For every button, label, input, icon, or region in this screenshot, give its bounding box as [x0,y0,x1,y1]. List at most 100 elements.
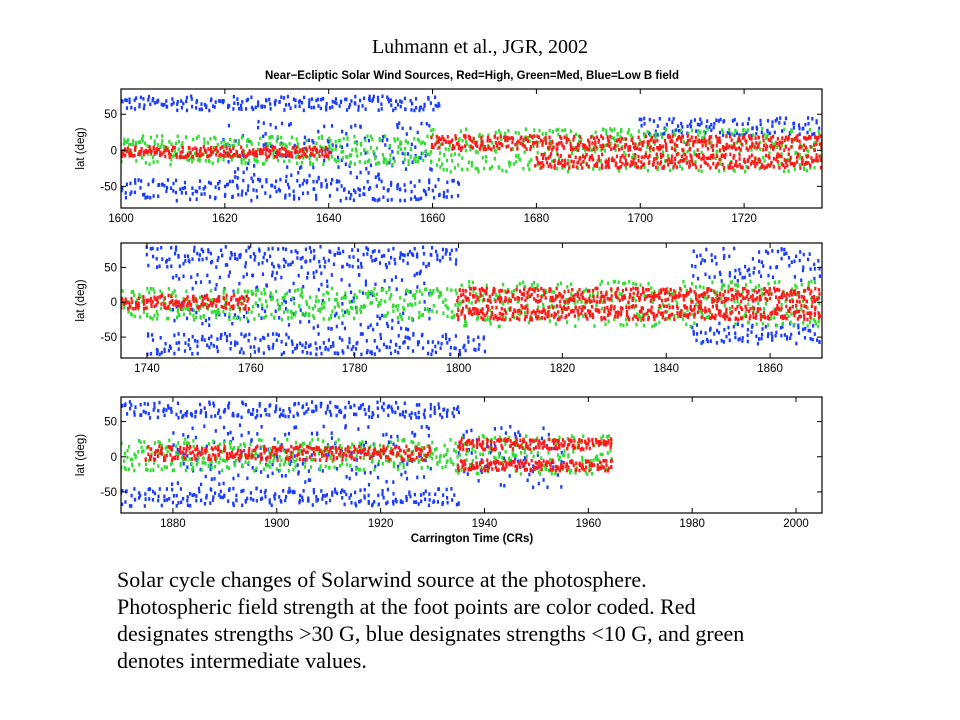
data-point [450,310,454,314]
data-point [216,142,219,147]
data-point [594,163,597,168]
data-point [781,322,784,327]
data-point [228,317,231,322]
data-point [414,296,417,300]
data-point [582,159,585,164]
data-point [365,246,368,250]
data-point [307,312,311,316]
data-point [817,311,821,316]
data-point [378,197,381,202]
data-point [788,131,791,135]
data-point [389,183,393,187]
data-point [347,190,351,195]
data-point [142,106,145,111]
data-point [405,327,408,331]
data-point [304,146,307,151]
data-point [236,167,240,171]
data-point [759,317,762,322]
data-point [742,128,745,132]
data-point [129,142,132,147]
data-point [244,304,247,308]
data-point [273,145,277,150]
data-point [640,306,643,310]
data-point [371,300,374,305]
data-point [148,299,152,303]
data-point [682,313,685,317]
data-point [336,155,340,160]
data-point [236,176,239,180]
data-point [400,100,403,104]
data-point [212,301,215,305]
data-point [548,287,551,291]
data-point [133,98,136,102]
data-point [238,296,242,301]
data-point [774,119,777,123]
data-point [390,255,393,260]
data-point [331,99,334,104]
data-point [694,264,697,269]
data-point [476,297,479,302]
data-point [351,148,354,152]
data-point [213,309,216,314]
data-point [203,141,206,145]
data-point [150,149,153,153]
data-point [661,132,664,137]
data-point [736,322,739,326]
data-point [485,283,488,288]
data-point [736,299,739,303]
data-point [143,103,146,107]
data-point [312,165,315,170]
data-point [486,139,489,143]
data-point [667,157,670,161]
data-point [315,295,318,299]
data-point [664,310,667,314]
data-point [570,146,573,151]
data-point [808,320,812,324]
data-point [166,104,169,109]
data-point [801,268,805,273]
data-point [453,166,456,170]
data-point [748,136,751,141]
data-point [247,307,251,311]
data-point [681,148,684,152]
data-point [730,293,733,298]
data-point [200,107,203,112]
data-point [780,152,783,156]
data-point [806,306,809,310]
data-point [176,308,179,312]
data-point [218,294,221,299]
data-point [177,304,180,308]
data-point [154,297,157,301]
data-point [524,127,527,131]
data-point [285,291,289,296]
data-point [495,305,498,310]
data-point [766,118,770,123]
data-point [214,287,217,291]
data-point [250,142,253,146]
data-point [679,314,682,319]
data-point [443,138,446,142]
data-point [634,156,637,160]
data-point [167,151,170,155]
data-point [159,150,162,155]
data-point [590,155,593,160]
data-point [254,254,257,259]
data-point [485,304,488,308]
data-point [288,193,291,197]
data-point [169,346,172,350]
data-point [535,315,538,319]
data-point [618,292,621,296]
data-point [232,146,235,151]
data-point [388,296,391,301]
data-point [594,149,597,154]
data-point [716,290,719,295]
data-point [583,305,586,310]
data-point [525,147,528,151]
data-point [423,281,426,286]
data-point [315,352,318,357]
data-point [557,160,561,165]
data-point [779,315,782,319]
data-point [750,137,753,141]
data-point [152,160,155,164]
data-point [676,314,679,319]
